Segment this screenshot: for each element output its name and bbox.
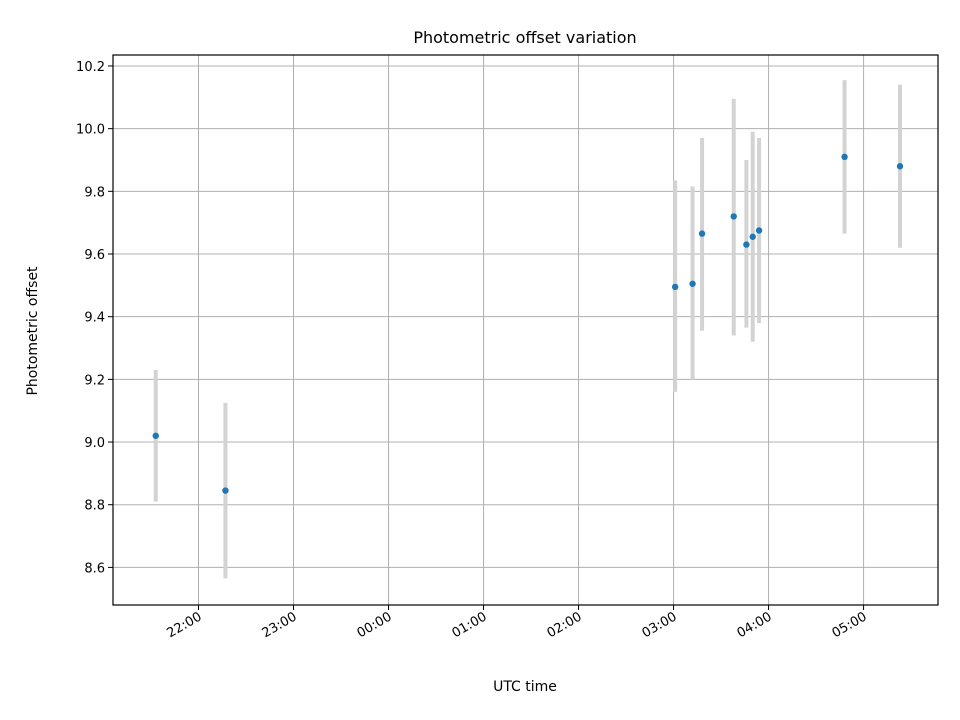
error-bars	[153, 80, 902, 579]
x-axis-label: UTC time	[493, 679, 557, 695]
y-tick-label: 9.4	[84, 311, 105, 326]
grid-lines	[113, 55, 938, 605]
x-tick-label: 01:00	[450, 609, 490, 641]
x-tick-label: 04:00	[735, 609, 775, 641]
data-point	[896, 163, 904, 170]
x-axis-ticks: 22:00 23:00 00:00 01:00 02:00 03:00 04:00 05:00	[165, 605, 870, 641]
y-tick-label: 9.2	[84, 373, 105, 388]
data-point	[689, 280, 696, 287]
y-tick-label: 10.2	[76, 60, 105, 75]
y-tick-label: 9.0	[84, 436, 105, 451]
x-tick-label: 00:00	[355, 609, 395, 641]
y-axis-label: Photometric offset	[25, 266, 41, 396]
x-tick-label: 03:00	[640, 609, 680, 641]
y-tick-label: 9.8	[84, 185, 105, 200]
y-tick-label: 8.8	[84, 499, 105, 514]
plot-frame	[112, 54, 939, 606]
y-tick-label: 8.6	[84, 561, 105, 576]
data-points	[152, 153, 904, 494]
x-tick-label: 23:00	[260, 609, 300, 641]
x-tick-label: 22:00	[165, 609, 205, 641]
x-tick-label: 02:00	[545, 609, 585, 641]
data-point	[222, 487, 229, 494]
data-point	[841, 153, 848, 161]
data-point	[730, 213, 737, 220]
data-point	[755, 227, 763, 234]
data-point	[743, 241, 750, 248]
y-axis-ticks: 8.6 8.8 9.0 9.2 9.4 9.6 9.8 10.0 10.2	[76, 60, 113, 576]
chart-title: Photometric offset variation	[413, 28, 636, 47]
y-tick-label: 10.0	[76, 123, 105, 138]
x-tick-label: 05:00	[830, 609, 870, 641]
data-point	[698, 230, 706, 237]
data-point	[152, 432, 159, 439]
y-tick-label: 9.6	[84, 248, 105, 263]
data-point	[671, 283, 679, 291]
data-point	[749, 233, 756, 240]
